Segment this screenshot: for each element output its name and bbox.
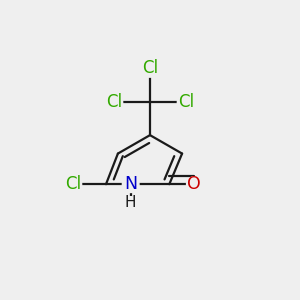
Circle shape [141, 59, 159, 77]
Text: Cl: Cl [142, 59, 158, 77]
Text: Cl: Cl [106, 93, 122, 111]
Circle shape [64, 175, 82, 193]
Text: Cl: Cl [65, 175, 81, 193]
Circle shape [105, 94, 123, 111]
Circle shape [122, 176, 139, 193]
Text: Cl: Cl [178, 93, 194, 111]
Circle shape [177, 94, 195, 111]
Circle shape [125, 197, 136, 207]
Text: H: H [125, 194, 136, 209]
Text: N: N [124, 175, 137, 193]
Circle shape [187, 177, 201, 192]
Text: O: O [187, 175, 201, 193]
